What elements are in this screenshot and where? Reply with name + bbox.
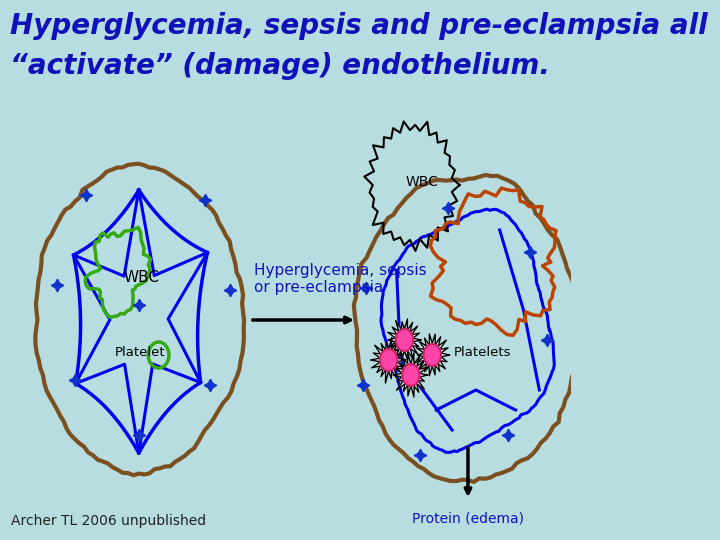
Text: WBC: WBC (405, 175, 438, 189)
Text: Platelets: Platelets (454, 347, 511, 360)
Text: Platelet: Platelet (115, 347, 166, 360)
Circle shape (380, 349, 397, 371)
Text: Protein (edema): Protein (edema) (412, 512, 524, 526)
Polygon shape (387, 319, 421, 360)
Circle shape (396, 329, 413, 351)
Text: Hyperglycemia, sepsis and pre-eclampsia all: Hyperglycemia, sepsis and pre-eclampsia … (9, 12, 707, 40)
Text: Archer TL 2006 unpublished: Archer TL 2006 unpublished (11, 514, 206, 528)
Polygon shape (371, 338, 405, 383)
Polygon shape (393, 353, 428, 397)
Circle shape (402, 364, 420, 386)
Text: Hyperglycemia, sepsis
or pre-eclampsia: Hyperglycemia, sepsis or pre-eclampsia (254, 262, 426, 295)
Polygon shape (416, 334, 449, 376)
Circle shape (423, 344, 441, 366)
Text: WBC: WBC (124, 271, 160, 286)
Text: “activate” (damage) endothelium.: “activate” (damage) endothelium. (9, 52, 549, 80)
